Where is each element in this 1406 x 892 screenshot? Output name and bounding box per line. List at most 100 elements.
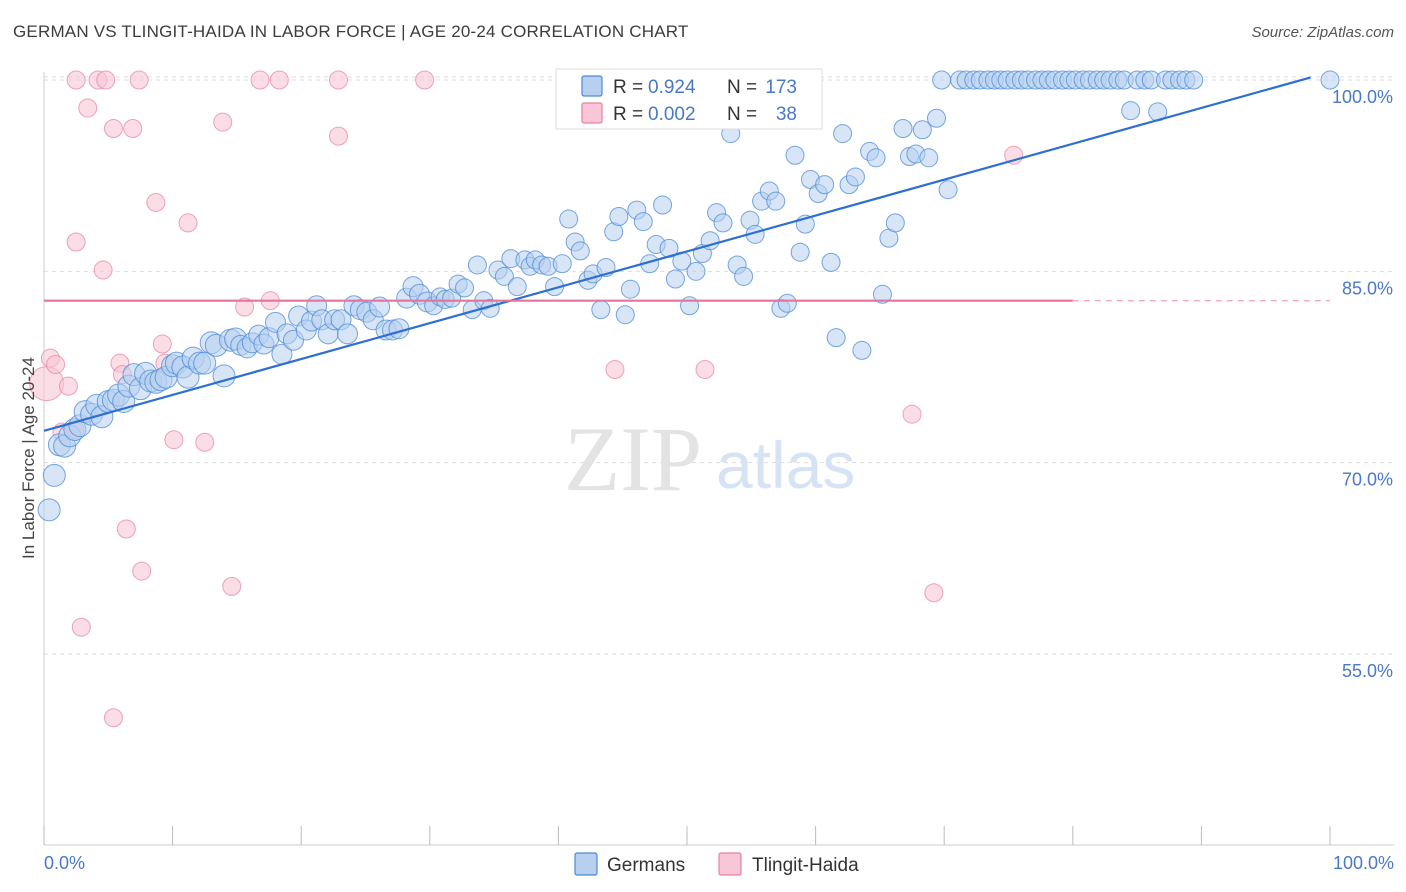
germans-point <box>37 498 61 522</box>
tlingit-haida-point <box>132 561 152 581</box>
tlingit-haida-point <box>328 126 348 146</box>
tlingit-haida-point <box>103 118 123 138</box>
y-axis-tick-labels: 55.0% 70.0% 85.0% 100.0% <box>1332 87 1393 681</box>
germans-point <box>680 296 700 316</box>
germans-point <box>893 118 913 138</box>
series-germans-points <box>37 70 1340 522</box>
tlingit-haida-point <box>235 297 255 317</box>
germans-point <box>833 124 853 144</box>
germans-point <box>932 70 952 90</box>
germans-point <box>826 328 846 348</box>
germans-point <box>559 209 579 229</box>
germans-point <box>852 340 872 360</box>
germans-point <box>455 278 475 298</box>
tlingit-haida-point <box>129 70 149 90</box>
germans-point <box>912 120 932 140</box>
germans-point <box>821 252 841 272</box>
y-tick-label-0: 55.0% <box>1342 661 1393 681</box>
y-axis-label: In Labor Force | Age 20-24 <box>19 357 38 559</box>
legend-n-label-germans: N = <box>727 77 757 98</box>
germans-point <box>686 261 706 281</box>
germans-point <box>766 191 786 211</box>
axes <box>43 72 1394 846</box>
legend-n-value-germans: 173 <box>765 77 797 98</box>
legend-swatch-germans <box>581 75 603 97</box>
watermark-atlas: atlas <box>716 428 855 502</box>
tlingit-haida-point <box>123 118 143 138</box>
x-tick-label-min: 0.0% <box>44 853 85 873</box>
legend-swatch-tlingit-haida <box>581 102 603 124</box>
germans-point <box>1121 101 1141 121</box>
tlingit-haida-point <box>213 112 233 132</box>
germans-point <box>467 255 487 275</box>
legend-n-value-tlingit-haida: 38 <box>776 104 797 125</box>
tlingit-haida-point <box>164 430 184 450</box>
germans-point <box>615 305 635 325</box>
tlingit-haida-point <box>924 583 944 603</box>
bottom-legend-swatch-germans <box>574 852 598 876</box>
germans-point <box>926 108 946 128</box>
germans-point <box>620 279 640 299</box>
tlingit-haida-point <box>71 617 91 637</box>
tlingit-haida-point <box>605 360 625 380</box>
bottom-legend-label-tlingit-haida: Tlingit-Haida <box>752 855 859 876</box>
germans-point <box>785 145 805 165</box>
tlingit-haida-point <box>78 98 98 118</box>
y-tick-label-3: 100.0% <box>1332 87 1393 107</box>
germans-point <box>494 266 514 286</box>
germans-point <box>777 293 797 313</box>
watermark-zip: ZIP <box>564 408 702 510</box>
tlingit-haida-point <box>250 70 270 90</box>
series-tlingit-haida-points <box>29 70 1024 728</box>
tlingit-haida-point <box>93 260 113 280</box>
chart-source: Source: ZipAtlas.com <box>1251 24 1394 41</box>
tlingit-haida-point <box>415 70 435 90</box>
germans-point <box>919 148 939 168</box>
tlingit-haida-point <box>328 70 348 90</box>
legend-r-label-germans: R = <box>613 77 643 98</box>
germans-trend-line <box>43 76 1312 432</box>
tlingit-haida-point <box>58 376 78 396</box>
tlingit-haida-point <box>695 360 715 380</box>
bottom-legend-swatch-tlingit-haida <box>718 852 742 876</box>
tlingit-haida-point <box>195 432 215 452</box>
germans-point <box>507 277 527 297</box>
tlingit-haida-point <box>178 213 198 233</box>
tlingit-haida-point <box>146 192 166 212</box>
bottom-legend-label-germans: Germans <box>607 855 685 876</box>
germans-point <box>336 323 358 345</box>
tlingit-haida-point <box>103 708 123 728</box>
germans-point <box>790 242 810 262</box>
germans-point <box>665 269 685 289</box>
germans-point <box>591 300 611 320</box>
germans-point <box>570 241 590 261</box>
germans-point <box>734 266 754 286</box>
germans-point <box>872 284 892 304</box>
x-axis-ticks <box>43 826 1331 845</box>
germans-point <box>653 195 673 215</box>
gridlines <box>44 76 1394 655</box>
germans-point <box>866 148 886 168</box>
legend-box: R = 0.924 N = 173 R = 0.002 N = 38 <box>555 68 823 130</box>
germans-point <box>633 212 653 232</box>
germans-point <box>552 254 572 274</box>
germans-point <box>845 167 865 187</box>
tlingit-haida-point <box>66 232 86 252</box>
tlingit-haida-point <box>66 70 86 90</box>
germans-point <box>609 206 629 226</box>
germans-point <box>1320 70 1340 90</box>
tlingit-haida-point <box>46 354 66 374</box>
germans-point <box>1184 70 1204 90</box>
germans-point <box>713 213 733 233</box>
germans-point <box>369 296 391 318</box>
germans-point <box>815 175 835 195</box>
y-tick-label-2: 85.0% <box>1342 278 1393 298</box>
germans-point <box>938 180 958 200</box>
germans-point <box>885 213 905 233</box>
tlingit-haida-point <box>222 576 242 596</box>
bottom-legend: Germans Tlingit-Haida <box>574 852 859 876</box>
watermark: ZIP atlas <box>564 408 855 510</box>
germans-point <box>42 463 66 487</box>
legend-r-label-tlingit-haida: R = <box>613 104 643 125</box>
